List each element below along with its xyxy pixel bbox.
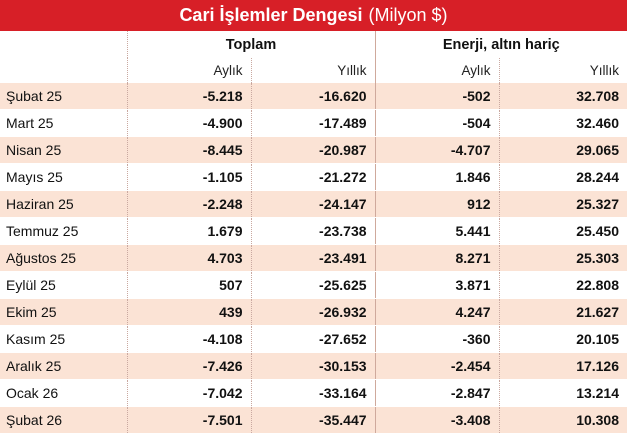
sub-header-monthly: Aylık xyxy=(374,58,500,83)
table-row: Mart 25 -4.900 -17.489 -504 32.460 xyxy=(0,109,627,137)
energy-monthly-cell: -504 xyxy=(374,109,500,137)
energy-annual-cell: 32.708 xyxy=(498,83,627,110)
total-annual-cell: -17.489 xyxy=(250,109,376,137)
total-annual-cell: -35.447 xyxy=(250,406,376,434)
period-label: Temmuz 25 xyxy=(0,217,127,245)
sub-header-monthly: Aylık xyxy=(126,58,251,83)
current-account-table: Toplam Enerji, altın hariç Aylık Yıllık … xyxy=(0,31,627,434)
energy-monthly-cell: -2.454 xyxy=(374,352,500,380)
table-title: Cari İşlemler Dengesi xyxy=(179,5,363,25)
energy-annual-cell: 25.327 xyxy=(498,190,627,218)
total-annual-cell: -25.625 xyxy=(250,271,376,299)
total-monthly-cell: -2.248 xyxy=(126,190,251,218)
period-label: Aralık 25 xyxy=(0,352,127,380)
energy-monthly-cell: 912 xyxy=(374,190,500,218)
corner-cell xyxy=(0,31,127,58)
corner-cell xyxy=(0,58,127,83)
energy-monthly-cell: -360 xyxy=(374,325,500,353)
total-annual-cell: -27.652 xyxy=(250,325,376,353)
table-row: Şubat 26 -7.501 -35.447 -3.408 10.308 xyxy=(0,406,627,434)
energy-annual-cell: 32.460 xyxy=(498,109,627,137)
total-annual-cell: -30.153 xyxy=(250,352,376,380)
energy-annual-cell: 21.627 xyxy=(498,298,627,326)
period-label: Haziran 25 xyxy=(0,190,127,218)
energy-annual-cell: 25.450 xyxy=(498,217,627,245)
table-row: Ağustos 25 4.703 -23.491 8.271 25.303 xyxy=(0,244,627,272)
table-row: Mayıs 25 -1.105 -21.272 1.846 28.244 xyxy=(0,163,627,191)
table-body: Şubat 25 -5.218 -16.620 -502 32.708 Mart 25 -4… xyxy=(0,83,627,434)
energy-monthly-cell: 3.871 xyxy=(374,271,500,299)
total-monthly-cell: -7.501 xyxy=(126,406,251,434)
period-label: Şubat 25 xyxy=(0,83,127,110)
total-annual-cell: -33.164 xyxy=(250,379,376,407)
group-header-total: Toplam xyxy=(126,31,376,58)
energy-annual-cell: 22.808 xyxy=(498,271,627,299)
table-row: Nisan 25 -8.445 -20.987 -4.707 29.065 xyxy=(0,136,627,164)
table-row: Eylül 25 507 -25.625 3.871 22.808 xyxy=(0,271,627,299)
total-monthly-cell: -4.108 xyxy=(126,325,251,353)
total-annual-cell: -26.932 xyxy=(250,298,376,326)
energy-annual-cell: 28.244 xyxy=(498,163,627,191)
total-annual-cell: -20.987 xyxy=(250,136,376,164)
energy-annual-cell: 17.126 xyxy=(498,352,627,380)
sub-header-annual: Yıllık xyxy=(250,58,376,83)
table-row: Şubat 25 -5.218 -16.620 -502 32.708 xyxy=(0,83,627,110)
total-annual-cell: -21.272 xyxy=(250,163,376,191)
period-label: Mart 25 xyxy=(0,109,127,137)
period-label: Mayıs 25 xyxy=(0,163,127,191)
total-monthly-cell: 1.679 xyxy=(126,217,251,245)
table-unit: (Milyon $) xyxy=(368,5,448,25)
table-row: Haziran 25 -2.248 -24.147 912 25.327 xyxy=(0,190,627,218)
total-monthly-cell: -8.445 xyxy=(126,136,251,164)
total-monthly-cell: -5.218 xyxy=(126,83,251,110)
energy-annual-cell: 25.303 xyxy=(498,244,627,272)
energy-monthly-cell: 4.247 xyxy=(374,298,500,326)
group-header-energy-gold-excl: Enerji, altın hariç xyxy=(374,31,627,58)
table-row: Kasım 25 -4.108 -27.652 -360 20.105 xyxy=(0,325,627,353)
period-label: Kasım 25 xyxy=(0,325,127,353)
period-label: Ekim 25 xyxy=(0,298,127,326)
energy-monthly-cell: 1.846 xyxy=(374,163,500,191)
energy-monthly-cell: -502 xyxy=(374,83,500,110)
table-row: Aralık 25 -7.426 -30.153 -2.454 17.126 xyxy=(0,352,627,380)
total-annual-cell: -16.620 xyxy=(250,83,376,110)
table-row: Ocak 26 -7.042 -33.164 -2.847 13.214 xyxy=(0,379,627,407)
total-annual-cell: -24.147 xyxy=(250,190,376,218)
energy-annual-cell: 13.214 xyxy=(498,379,627,407)
total-monthly-cell: -7.426 xyxy=(126,352,251,380)
total-annual-cell: -23.738 xyxy=(250,217,376,245)
table-row: Temmuz 25 1.679 -23.738 5.441 25.450 xyxy=(0,217,627,245)
sub-header-annual: Yıllık xyxy=(498,58,627,83)
group-header-row: Toplam Enerji, altın hariç xyxy=(0,31,627,58)
energy-monthly-cell: -2.847 xyxy=(374,379,500,407)
energy-monthly-cell: 8.271 xyxy=(374,244,500,272)
period-label: Nisan 25 xyxy=(0,136,127,164)
energy-annual-cell: 29.065 xyxy=(498,136,627,164)
energy-annual-cell: 10.308 xyxy=(498,406,627,434)
period-label: Şubat 26 xyxy=(0,406,127,434)
total-monthly-cell: -4.900 xyxy=(126,109,251,137)
energy-monthly-cell: -3.408 xyxy=(374,406,500,434)
period-label: Ağustos 25 xyxy=(0,244,127,272)
total-monthly-cell: 439 xyxy=(126,298,251,326)
total-annual-cell: -23.491 xyxy=(250,244,376,272)
table-title-bar: Cari İşlemler Dengesi (Milyon $) xyxy=(0,0,627,31)
total-monthly-cell: 507 xyxy=(126,271,251,299)
total-monthly-cell: -7.042 xyxy=(126,379,251,407)
table-row: Ekim 25 439 -26.932 4.247 21.627 xyxy=(0,298,627,326)
period-label: Eylül 25 xyxy=(0,271,127,299)
sub-header-row: Aylık Yıllık Aylık Yıllık xyxy=(0,58,627,83)
energy-annual-cell: 20.105 xyxy=(498,325,627,353)
period-label: Ocak 26 xyxy=(0,379,127,407)
energy-monthly-cell: -4.707 xyxy=(374,136,500,164)
total-monthly-cell: -1.105 xyxy=(126,163,251,191)
energy-monthly-cell: 5.441 xyxy=(374,217,500,245)
total-monthly-cell: 4.703 xyxy=(126,244,251,272)
